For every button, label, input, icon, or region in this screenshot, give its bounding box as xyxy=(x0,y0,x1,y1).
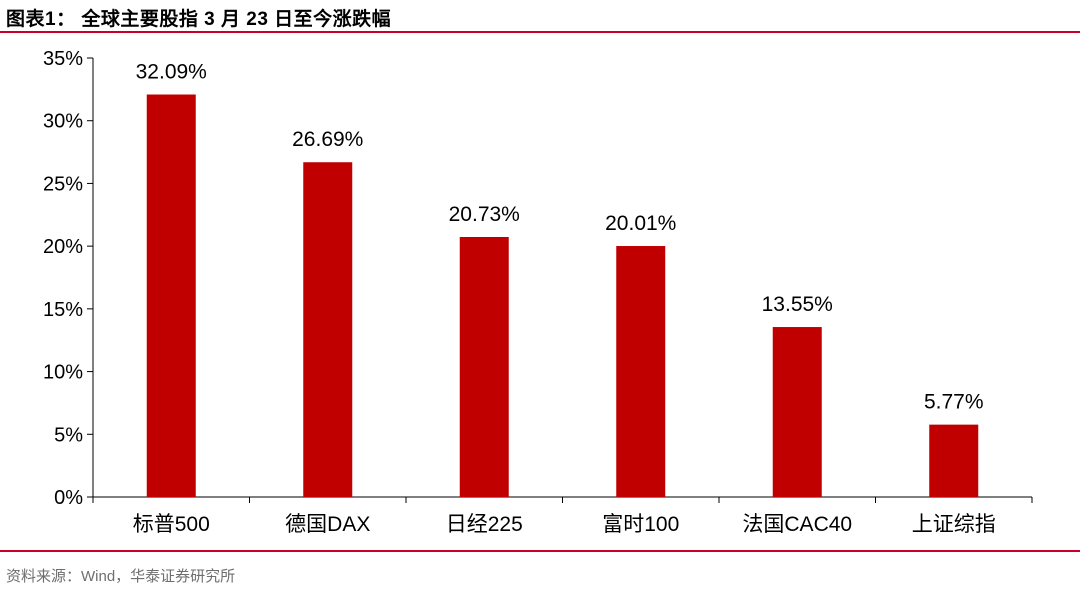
y-tick-label: 25% xyxy=(43,173,83,195)
data-label: 20.73% xyxy=(449,203,520,226)
source-note: 资料来源：Wind，华泰证券研究所 xyxy=(6,568,236,585)
bar xyxy=(929,424,979,497)
title-divider xyxy=(0,31,1080,33)
x-category-label: 富时100 xyxy=(602,513,679,536)
x-category-label: 德国DAX xyxy=(285,513,370,536)
x-category-label: 日经225 xyxy=(446,513,523,536)
y-tick-label: 30% xyxy=(43,111,83,133)
data-label: 20.01% xyxy=(605,212,676,235)
data-label: 5.77% xyxy=(924,391,984,414)
y-tick-label: 10% xyxy=(43,362,83,384)
bar xyxy=(616,246,666,497)
data-label: 13.55% xyxy=(762,293,833,316)
x-category-label: 上证综指 xyxy=(912,513,996,536)
footer-divider xyxy=(0,550,1080,552)
y-tick-label: 35% xyxy=(43,48,83,70)
y-tick-label: 15% xyxy=(43,299,83,321)
y-tick-label: 20% xyxy=(43,236,83,258)
bar-series xyxy=(146,94,979,497)
data-label: 32.09% xyxy=(136,60,207,83)
y-tick-label: 0% xyxy=(54,487,83,509)
figure-title: 图表1： 全球主要股指 3 月 23 日至今涨跌幅 xyxy=(6,9,392,30)
bar xyxy=(303,162,353,497)
data-label: 26.69% xyxy=(292,128,363,151)
bar xyxy=(459,236,509,497)
data-labels: 32.09% 26.69% 20.73% 20.01% 13.55% 5.77% xyxy=(136,60,984,413)
bar xyxy=(772,327,822,497)
x-category-label: 法国CAC40 xyxy=(742,513,852,536)
y-tick-label: 5% xyxy=(54,424,83,446)
x-category-label: 标普500 xyxy=(133,513,210,536)
y-axis: 0% 5% 10% 15% 20% 25% 30% 35% xyxy=(43,48,94,509)
x-axis: 标普500 德国DAX 日经225 富时100 法国CAC40 上证综指 xyxy=(92,496,1033,536)
bar xyxy=(146,94,196,497)
